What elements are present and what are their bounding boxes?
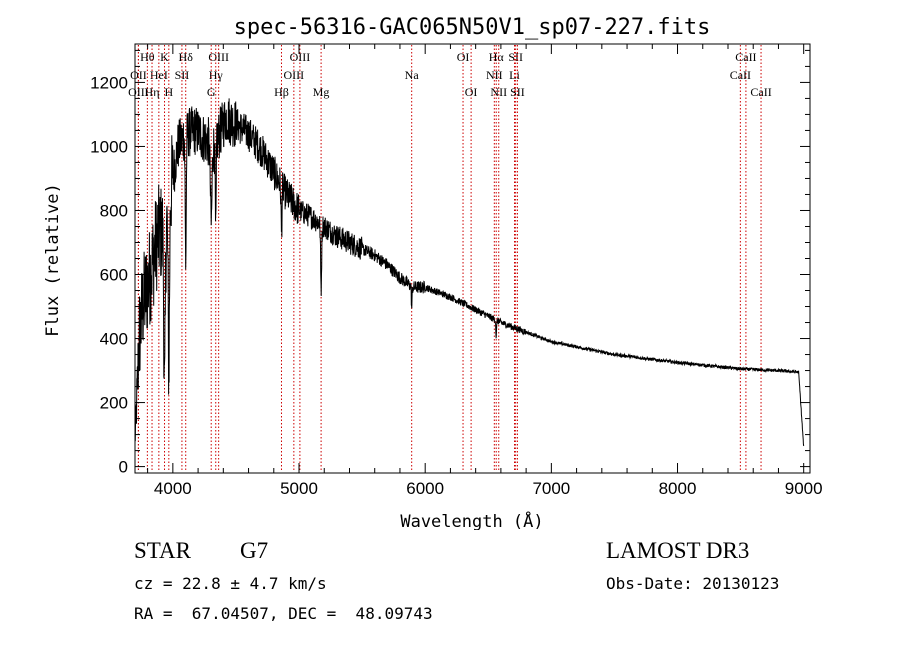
line-label: Hδ	[179, 50, 194, 64]
x-tick-label: 5000	[280, 479, 318, 498]
line-label: OIII	[284, 68, 305, 82]
object-class: STAR	[134, 538, 191, 563]
line-label: OIII	[290, 50, 311, 64]
redshift-velocity: cz = 22.8 ± 4.7 km/s	[134, 574, 327, 593]
y-tick-label: 600	[100, 266, 128, 285]
object-subclass: G7	[240, 538, 269, 563]
coordinates: RA = 67.04507, DEC = 48.09743	[134, 604, 433, 623]
line-label: Hα	[489, 50, 505, 64]
line-label: OII	[130, 68, 147, 82]
x-tick-label: 8000	[659, 479, 697, 498]
y-axis-label: Flux (relative)	[43, 183, 63, 337]
spectrum-line	[134, 98, 805, 447]
line-label: OIII	[208, 50, 229, 64]
line-label: Mg	[313, 85, 330, 99]
line-label: SII	[175, 68, 190, 82]
survey-name: LAMOST DR3	[606, 538, 750, 563]
y-tick-label: 200	[100, 394, 128, 413]
x-tick-label: 6000	[406, 479, 444, 498]
line-label: Na	[405, 68, 420, 82]
y-tick-label: 400	[100, 330, 128, 349]
line-label: Hη	[145, 85, 160, 99]
line-label: CaII	[730, 68, 751, 82]
y-tick-label: 800	[100, 201, 128, 220]
observation-date: Obs-Date: 20130123	[606, 574, 780, 593]
y-tick-label: 1000	[90, 137, 128, 156]
x-tick-label: 9000	[785, 479, 823, 498]
line-label: Hθ	[140, 50, 155, 64]
line-label: HeI	[150, 68, 168, 82]
line-label: NII	[486, 68, 503, 82]
line-label: Li	[509, 68, 520, 82]
line-label: SII	[510, 85, 525, 99]
line-label: Hγ	[209, 68, 224, 82]
line-label: H	[164, 85, 173, 99]
y-tick-label: 0	[119, 458, 128, 477]
x-axis-label: Wavelength (Å)	[400, 510, 543, 530]
line-label: OI	[465, 85, 478, 99]
line-label: Hβ	[274, 85, 289, 99]
x-tick-label: 7000	[532, 479, 570, 498]
line-label: SII	[508, 50, 523, 64]
line-label: NII	[490, 85, 507, 99]
line-label: CaII	[735, 50, 756, 64]
x-tick-label: 4000	[154, 479, 192, 498]
line-label: K	[160, 50, 169, 64]
chart-title: spec-56316-GAC065N50V1_sp07-227.fits	[234, 15, 711, 40]
line-label: G	[207, 85, 216, 99]
line-label: OI	[457, 50, 470, 64]
axis-ticks: 4000 5000 6000 7000 8000 9000 0 200 400 600 800 100…	[90, 44, 823, 498]
line-label: CaII	[750, 85, 771, 99]
line-label: OIII	[128, 85, 149, 99]
y-tick-label: 1200	[90, 73, 128, 92]
